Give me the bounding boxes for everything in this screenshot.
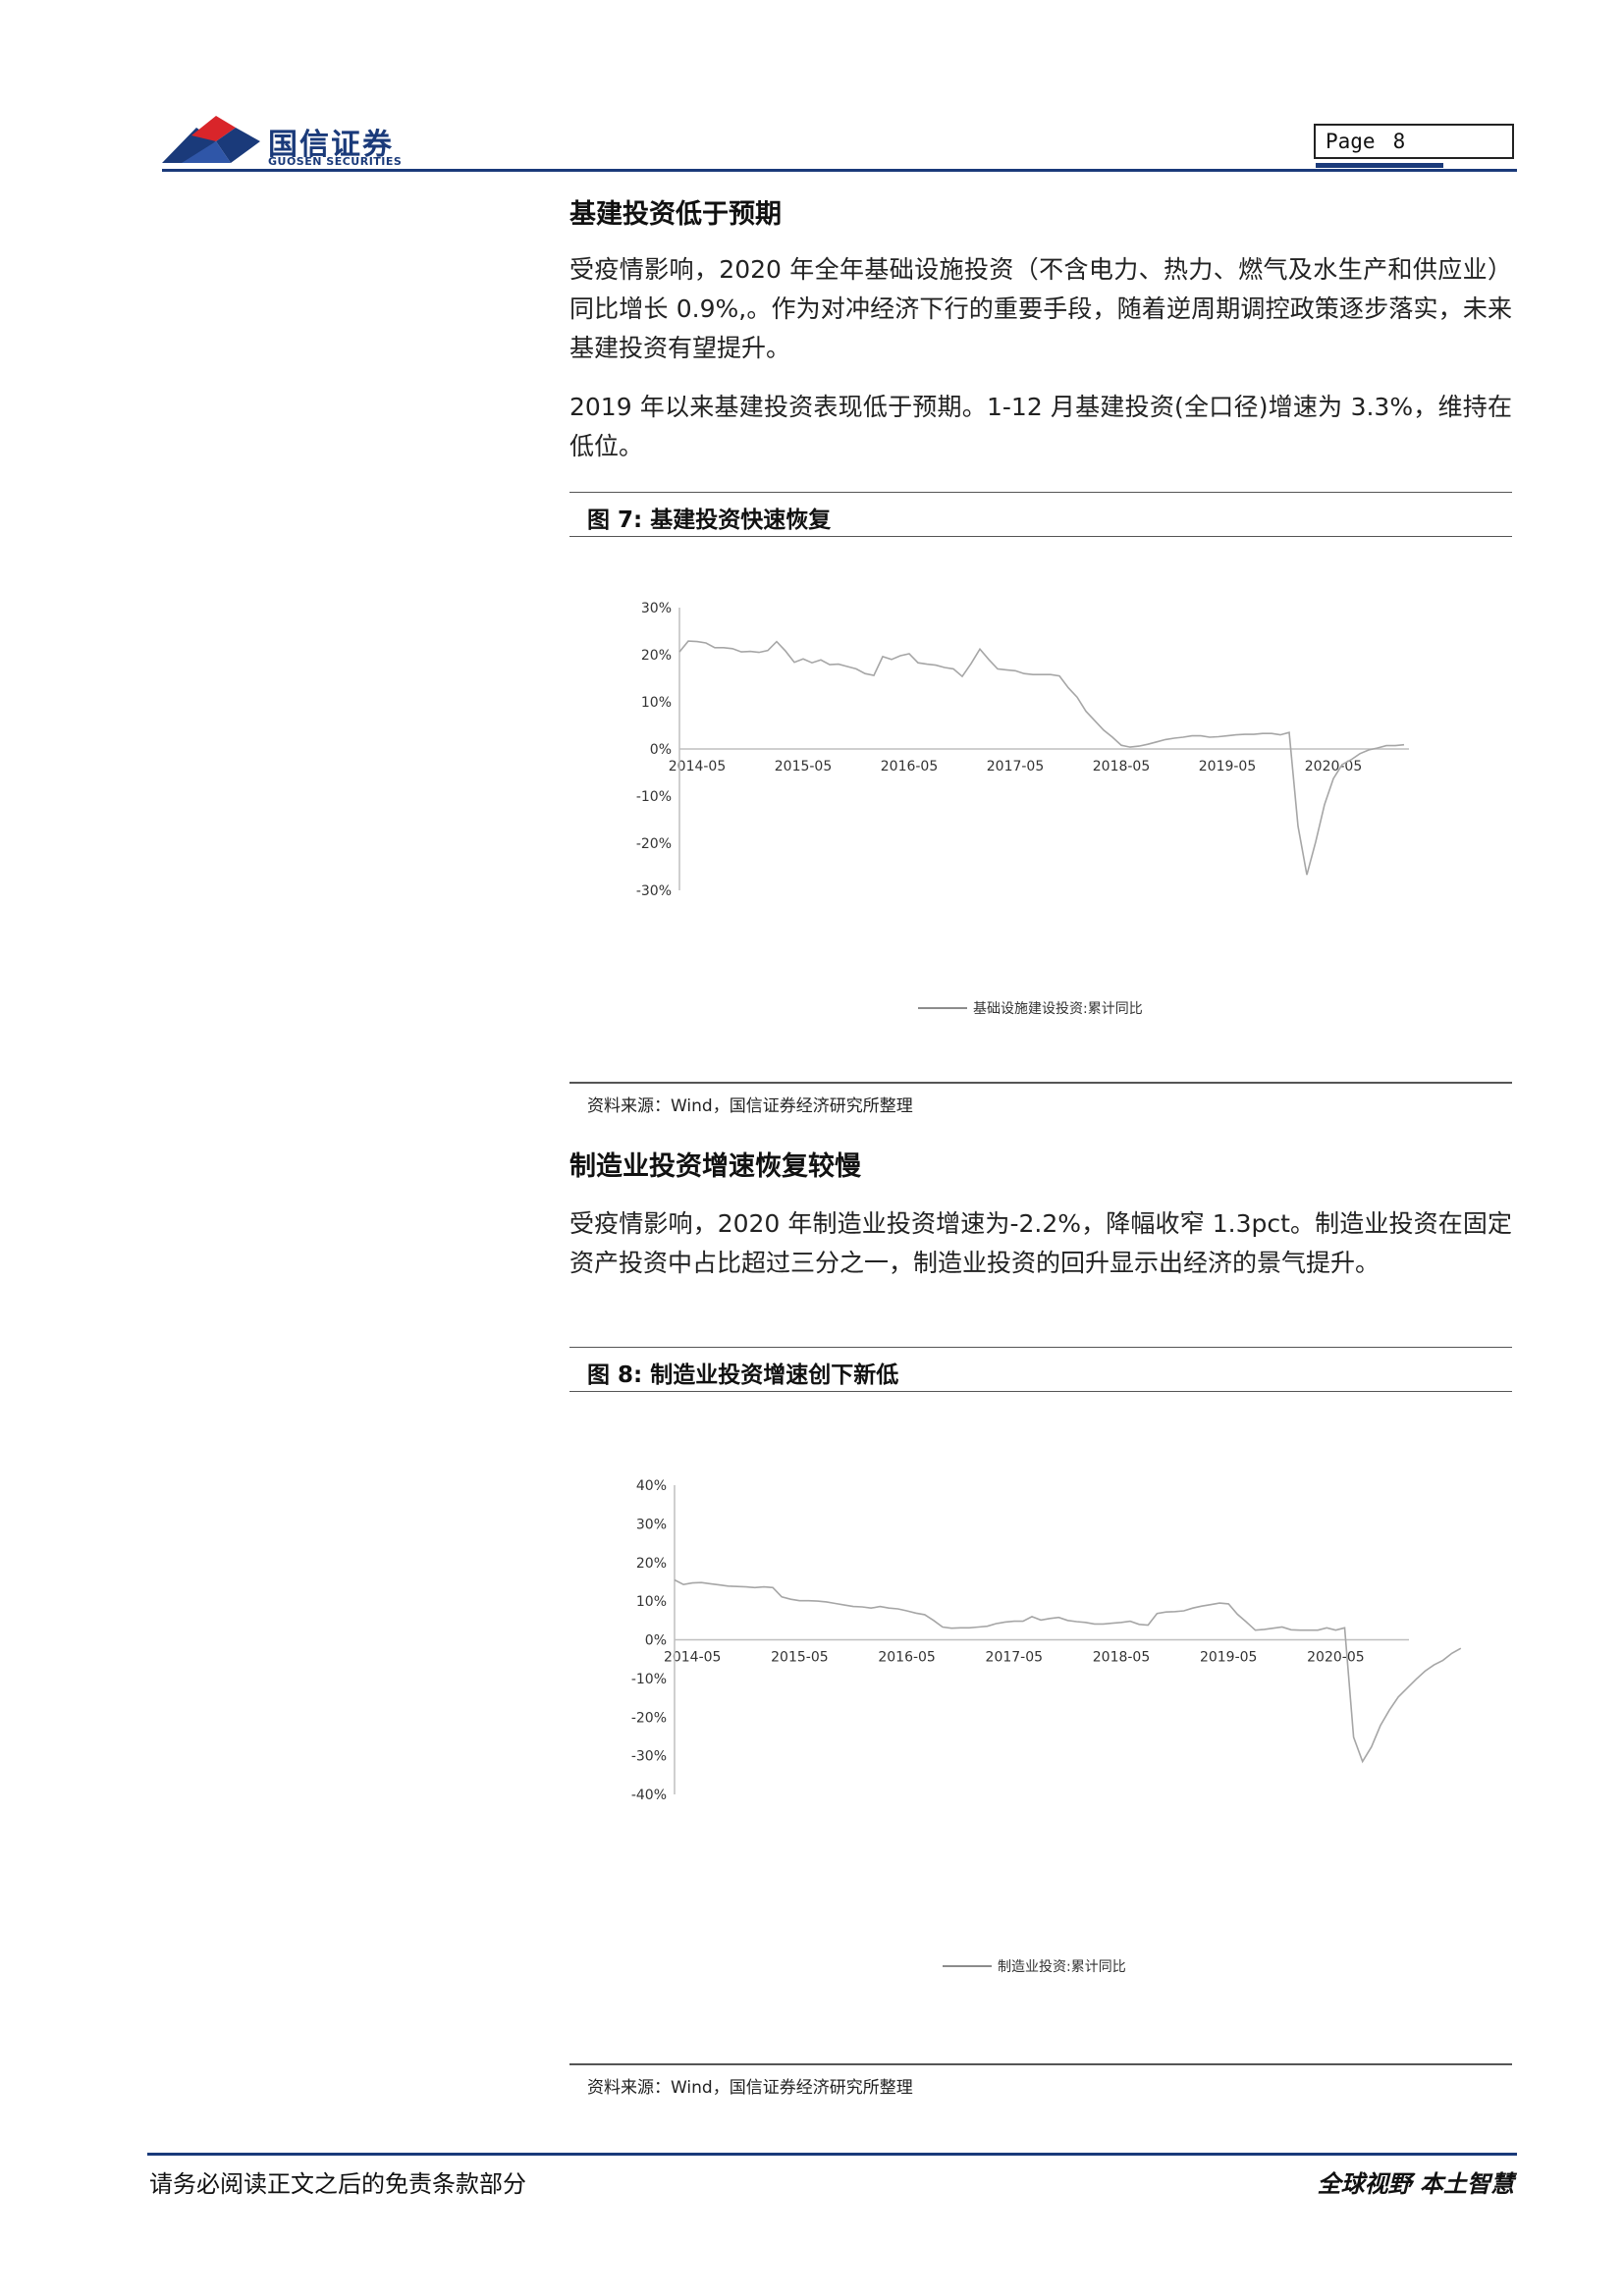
- y-tick-label: -30%: [636, 883, 672, 899]
- y-tick-label: -10%: [636, 789, 672, 805]
- series-line-manufacturing-investment: [674, 1578, 1462, 1764]
- y-tick-label: 20%: [636, 1556, 667, 1572]
- x-tick-label: 2014-05: [669, 759, 727, 774]
- paragraph-manufacturing-1: 受疫情影响，2020 年制造业投资增速为-2.2%，降幅收窄 1.3pct。制造…: [569, 1209, 1512, 1277]
- y-tick-label: 20%: [641, 648, 672, 664]
- x-tick-label: 2016-05: [878, 1650, 936, 1666]
- figure7-source-divider: [569, 1082, 1512, 1084]
- series-line-infrastructure-investment: [678, 640, 1405, 876]
- figure8-source-divider: [569, 2063, 1512, 2065]
- x-tick-label: 2018-05: [1093, 1650, 1151, 1666]
- y-tick-label: 0%: [645, 1633, 667, 1649]
- company-logo: 国信证券 GUOSEN SECURITIES: [162, 114, 417, 173]
- y-tick-label: 10%: [641, 695, 672, 711]
- footer-slogan: 全球视野 本土智慧: [1317, 2170, 1514, 2198]
- x-tick-label: 2017-05: [986, 1650, 1044, 1666]
- figure8-source: 资料来源：Wind，国信证券经济研究所整理: [587, 2078, 913, 2098]
- footer-disclaimer: 请务必阅读正文之后的免责条款部分: [149, 2170, 526, 2198]
- footer-divider: [147, 2153, 1517, 2156]
- y-tick-label: 40%: [636, 1478, 667, 1494]
- section-heading-manufacturing: 制造业投资增速恢复较慢: [569, 1151, 861, 1182]
- y-tick-label: -40%: [631, 1788, 667, 1803]
- x-tick-label: 2019-05: [1200, 1650, 1258, 1666]
- y-tick-label: 30%: [641, 601, 672, 616]
- header-divider: [162, 169, 1517, 172]
- y-tick-label: -10%: [631, 1672, 667, 1687]
- x-tick-label: 2018-05: [1093, 759, 1151, 774]
- figure7-source: 资料来源：Wind，国信证券经济研究所整理: [587, 1096, 913, 1116]
- figure8-title-bar: 图 8: 制造业投资增速创下新低: [569, 1347, 1512, 1392]
- page-number-box: Page 8: [1314, 124, 1514, 159]
- paragraph-infrastructure-2: 2019 年以来基建投资表现低于预期。1-12 月基建投资(全口径)增速为 3.…: [569, 393, 1512, 460]
- figure8-chart: 40% 30% 20% 10% 0% -10% -20% -30% -40% 2014-05 20…: [569, 1443, 1512, 2022]
- y-tick-label: -30%: [631, 1749, 667, 1765]
- x-tick-label: 2020-05: [1305, 759, 1363, 774]
- x-tick-label: 2014-05: [664, 1650, 722, 1666]
- figure7-title-bar: 图 7: 基建投资快速恢复: [569, 492, 1512, 537]
- y-tick-label: 0%: [650, 742, 672, 758]
- legend-label-manufacturing-investment: 制造业投资:累计同比: [998, 1959, 1126, 1975]
- x-tick-label: 2017-05: [987, 759, 1045, 774]
- figure7-title: 图 7: 基建投资快速恢复: [587, 507, 832, 533]
- page-header: 国信证券 GUOSEN SECURITIES Page 8: [162, 110, 1517, 173]
- page-box-underline: [1316, 163, 1443, 168]
- x-tick-label: 2015-05: [775, 759, 833, 774]
- figure7-chart-svg: 30% 20% 10% 0% -10% -20% -30% 2014-05 2015-05 20…: [636, 601, 1409, 1017]
- guosen-logo-icon: [162, 116, 260, 163]
- section-heading-infrastructure: 基建投资低于预期: [569, 199, 782, 230]
- figure8-title: 图 8: 制造业投资增速创下新低: [587, 1362, 899, 1388]
- x-tick-label: 2019-05: [1199, 759, 1257, 774]
- figure7-chart: 30% 20% 10% 0% -10% -20% -30% 2014-05 2015-05 20…: [569, 560, 1512, 1070]
- y-tick-label: 30%: [636, 1517, 667, 1532]
- x-tick-label: 2015-05: [771, 1650, 829, 1666]
- figure8-chart-svg: 40% 30% 20% 10% 0% -10% -20% -30% -40% 2014-05 20…: [631, 1478, 1462, 1975]
- page-label: Page: [1326, 130, 1376, 153]
- logo-english-text: GUOSEN SECURITIES: [268, 155, 403, 168]
- legend-label-infrastructure-investment: 基础设施建设投资:累计同比: [973, 1000, 1143, 1017]
- y-tick-label: -20%: [636, 836, 672, 852]
- paragraph-infrastructure-1: 受疫情影响，2020 年全年基础设施投资（不含电力、热力、燃气及水生产和供应业）…: [569, 255, 1512, 362]
- x-tick-label: 2016-05: [881, 759, 939, 774]
- y-tick-label: 10%: [636, 1594, 667, 1610]
- page-number: 8: [1392, 130, 1406, 153]
- y-tick-label: -20%: [631, 1710, 667, 1726]
- logo-chinese-text: 国信证券: [268, 128, 394, 162]
- x-tick-label: 2020-05: [1307, 1650, 1365, 1666]
